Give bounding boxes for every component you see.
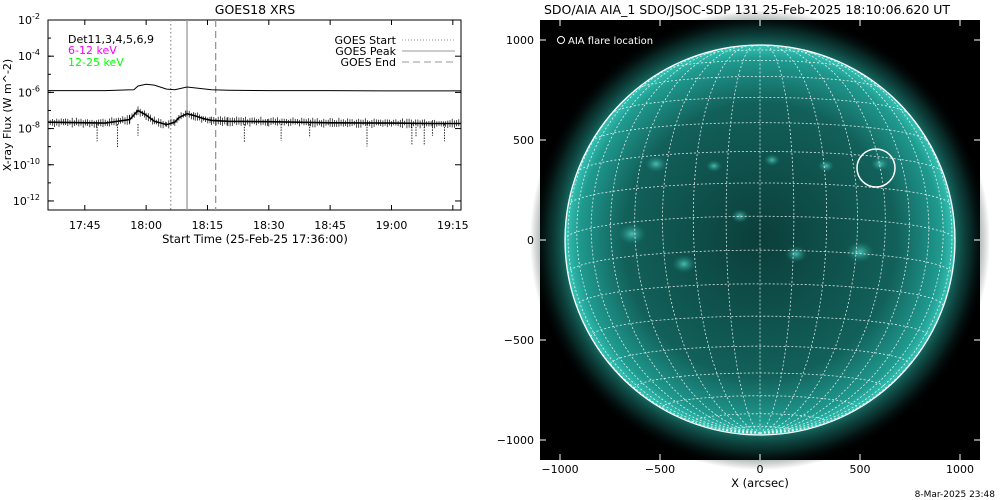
- flare-legend-label: AIA flare location: [568, 36, 653, 47]
- flare-location-circle: [856, 148, 896, 188]
- goes-y-tick-label-3: 10-8: [18, 121, 40, 136]
- goes-legend-right: GOES Start GOES Peak GOES End: [335, 34, 455, 69]
- aia-x-tick-label-3: 500: [850, 463, 871, 476]
- goes-y-axis-label: X-ray Flux (W m^-2): [1, 59, 14, 171]
- goes-title: GOES18 XRS: [215, 2, 295, 17]
- legend-12-25-kev: 12-25 keV: [68, 56, 124, 69]
- goes-y-tick-label-2: 10-6: [18, 84, 40, 99]
- flare-legend-icon: [557, 36, 565, 44]
- legend-6-12-kev: 6-12 keV: [68, 44, 117, 57]
- goes-x-tick-label-6: 19:15: [437, 219, 469, 232]
- active-region-6: [785, 245, 807, 263]
- goes-y-tick-label-0: 10-2: [18, 12, 40, 27]
- aia-y-tick-label-1: −500: [504, 334, 534, 347]
- goes-x-tick-label-3: 18:30: [253, 219, 285, 232]
- goes-x-ticks: 17:45 18:00 18:15 18:30 18:45 19:00 19:15: [69, 20, 469, 232]
- goes-y-tick-label-1: 10-4: [18, 48, 40, 63]
- goes-y-tick-label-5: 10-12: [13, 193, 40, 208]
- aia-x-axis-label: X (arcsec): [731, 476, 789, 490]
- goes-x-tick-label-1: 18:00: [130, 219, 162, 232]
- legend-goes-start: GOES Start: [335, 34, 397, 47]
- goes-long-channel-line: [48, 83, 461, 92]
- active-region-brightenings: [618, 154, 889, 273]
- active-region-4: [618, 223, 646, 245]
- goes-x-tick-label-2: 18:15: [192, 219, 224, 232]
- legend-detectors: Det11,3,4,5,6,9: [68, 33, 154, 46]
- aia-x-tick-label-0: −1000: [541, 463, 578, 476]
- goes-x-axis-label: Start Time (25-Feb-25 17:36:00): [162, 232, 348, 246]
- goes-x-tick-label-5: 19:00: [376, 219, 408, 232]
- aia-x-tick-label-4: 1000: [946, 463, 974, 476]
- aia-y-tick-label-4: 1000: [506, 34, 534, 47]
- active-region-0: [645, 155, 667, 173]
- aia-x-ticks: −1000 −500 0 500 1000: [541, 20, 974, 476]
- goes-plot-frame: [47, 19, 462, 211]
- aia-y-ticks: −1000 −500 0 500 1000: [497, 34, 980, 447]
- legend-goes-peak: GOES Peak: [335, 45, 396, 58]
- goes-short-channel-dropouts: [96, 124, 445, 148]
- aia-x-tick-label-1: −500: [645, 463, 675, 476]
- aia-x-tick-label-2: 0: [757, 463, 764, 476]
- active-region-2: [764, 154, 780, 166]
- aia-y-tick-label-2: 0: [527, 234, 534, 247]
- goes-series-group: [47, 83, 462, 148]
- active-region-9: [871, 157, 889, 171]
- goes-x-tick-label-4: 18:45: [314, 219, 346, 232]
- goes-x-tick-label-0: 17:45: [69, 219, 101, 232]
- active-region-5: [672, 255, 696, 273]
- aia-panel: SDO/AIA AIA_1 SDO/JSOC-SDP 131 25-Feb-20…: [497, 2, 991, 490]
- active-region-3: [818, 160, 834, 172]
- aia-title: SDO/AIA AIA_1 SDO/JSOC-SDP 131 25-Feb-20…: [544, 2, 950, 17]
- footer-timestamp: 8-Mar-2025 23:48: [915, 490, 996, 500]
- goes-panel: GOES18 XRS 17:45 18:00 18:15 18:30 18:45 19:0…: [1, 2, 469, 246]
- aia-y-tick-label-0: −1000: [497, 434, 534, 447]
- goes-short-channel-noise: [47, 106, 462, 129]
- goes-y-tick-label-4: 10-10: [13, 157, 40, 172]
- legend-goes-end: GOES End: [340, 56, 396, 69]
- active-region-8: [731, 209, 749, 223]
- active-region-1: [706, 160, 722, 172]
- goes-legend-left: Det11,3,4,5,6,9 6-12 keV 12-25 keV: [68, 33, 154, 69]
- active-region-7: [846, 241, 874, 263]
- aia-y-tick-label-3: 500: [513, 134, 534, 147]
- solar-limb: [564, 44, 956, 436]
